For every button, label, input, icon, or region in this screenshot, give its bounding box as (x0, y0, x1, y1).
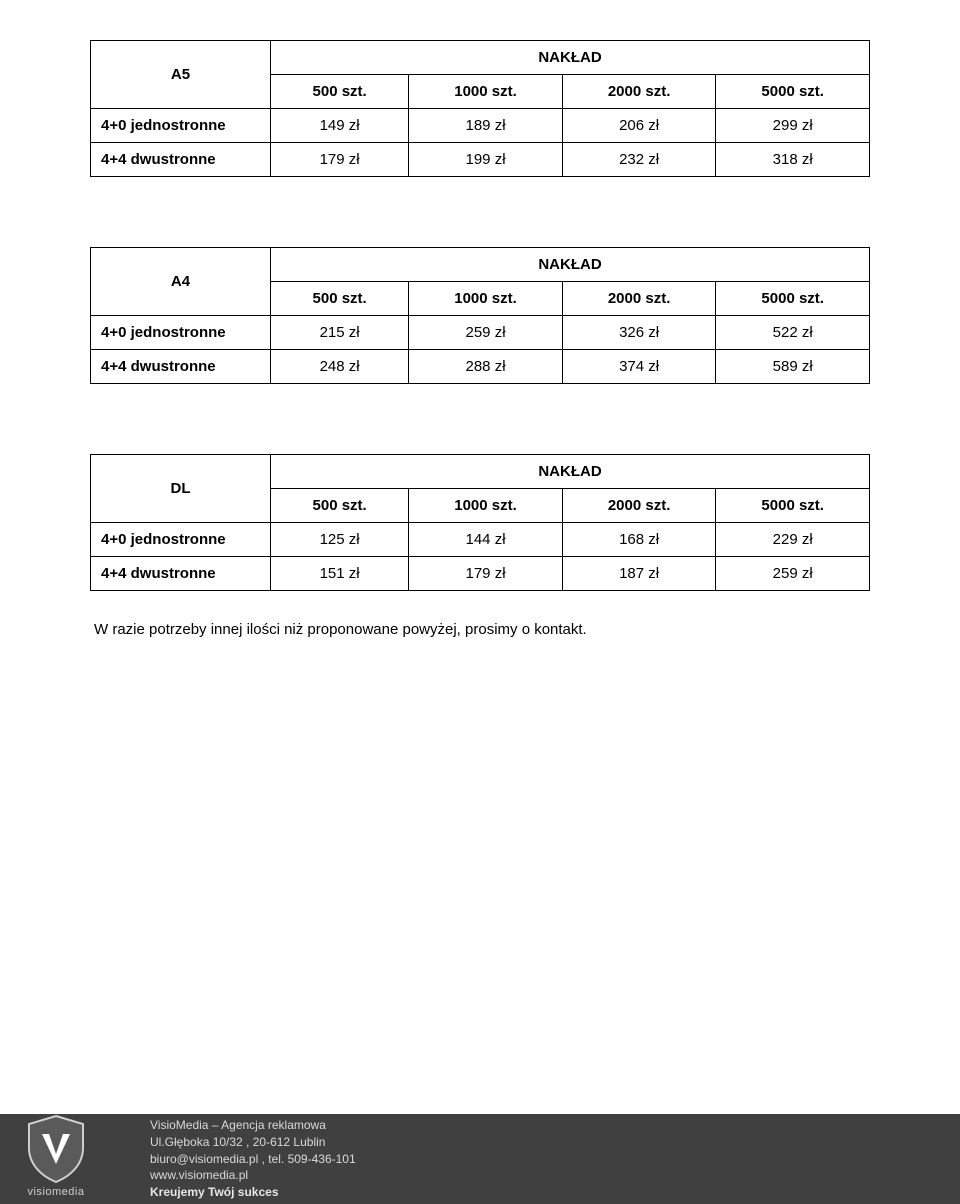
page-content: A5 NAKŁAD 500 szt. 1000 szt. 2000 szt. 5… (0, 0, 960, 638)
table-row: 4+0 jednostronne 125 zł 144 zł 168 zł 22… (91, 523, 870, 557)
cell-value: 206 zł (562, 109, 716, 143)
cell-value: 215 zł (271, 316, 409, 350)
footer-slogan: Kreujemy Twój sukces (150, 1184, 356, 1201)
cell-value: 168 zł (562, 523, 716, 557)
footer-info: VisioMedia – Agencja reklamowa Ul.Głębok… (150, 1117, 356, 1201)
cell-value: 326 zł (562, 316, 716, 350)
cell-value: 589 zł (716, 350, 870, 384)
page-footer: visiomedia VisioMedia – Agencja reklamow… (0, 1114, 960, 1204)
cell-value: 374 zł (562, 350, 716, 384)
naklad-header: NAKŁAD (271, 41, 870, 75)
table-title: A4 (91, 248, 271, 316)
cell-value: 259 zł (716, 557, 870, 591)
row-label: 4+0 jednostronne (91, 523, 271, 557)
col-header: 500 szt. (271, 75, 409, 109)
table-row: 4+4 dwustronne 151 zł 179 zł 187 zł 259 … (91, 557, 870, 591)
cell-value: 299 zł (716, 109, 870, 143)
table-row: 4+4 dwustronne 179 zł 199 zł 232 zł 318 … (91, 143, 870, 177)
logo-wrap: visiomedia (25, 1114, 87, 1198)
footer-address: Ul.Głęboka 10/32 , 20-612 Lublin (150, 1134, 356, 1151)
row-label: 4+4 dwustronne (91, 557, 271, 591)
cell-value: 144 zł (409, 523, 563, 557)
cell-value: 229 zł (716, 523, 870, 557)
cell-value: 522 zł (716, 316, 870, 350)
cell-value: 189 zł (409, 109, 563, 143)
logo-text: visiomedia (28, 1186, 85, 1198)
logo-shield-icon (25, 1114, 87, 1184)
col-header: 1000 szt. (409, 75, 563, 109)
naklad-header: NAKŁAD (271, 248, 870, 282)
row-label: 4+0 jednostronne (91, 316, 271, 350)
cell-value: 187 zł (562, 557, 716, 591)
pricing-table-dl: DL NAKŁAD 500 szt. 1000 szt. 2000 szt. 5… (90, 454, 870, 591)
footer-contact: biuro@visiomedia.pl , tel. 509-436-101 (150, 1151, 356, 1168)
cell-value: 199 zł (409, 143, 563, 177)
row-label: 4+4 dwustronne (91, 350, 271, 384)
col-header: 2000 szt. (562, 75, 716, 109)
table-row: 4+0 jednostronne 215 zł 259 zł 326 zł 52… (91, 316, 870, 350)
table-row: 4+0 jednostronne 149 zł 189 zł 206 zł 29… (91, 109, 870, 143)
cell-value: 232 zł (562, 143, 716, 177)
col-header: 5000 szt. (716, 75, 870, 109)
pricing-table-a4: A4 NAKŁAD 500 szt. 1000 szt. 2000 szt. 5… (90, 247, 870, 384)
cell-value: 151 zł (271, 557, 409, 591)
footer-web: www.visiomedia.pl (150, 1167, 356, 1184)
col-header: 5000 szt. (716, 282, 870, 316)
row-label: 4+4 dwustronne (91, 143, 271, 177)
cell-value: 179 zł (271, 143, 409, 177)
cell-value: 259 zł (409, 316, 563, 350)
col-header: 2000 szt. (562, 282, 716, 316)
col-header: 1000 szt. (409, 282, 563, 316)
col-header: 1000 szt. (409, 489, 563, 523)
naklad-header: NAKŁAD (271, 455, 870, 489)
col-header: 5000 szt. (716, 489, 870, 523)
cell-value: 179 zł (409, 557, 563, 591)
table-title: DL (91, 455, 271, 523)
col-header: 2000 szt. (562, 489, 716, 523)
cell-value: 318 zł (716, 143, 870, 177)
table-row: 4+4 dwustronne 248 zł 288 zł 374 zł 589 … (91, 350, 870, 384)
note-text: W razie potrzeby innej ilości niż propon… (94, 621, 870, 638)
cell-value: 149 zł (271, 109, 409, 143)
col-header: 500 szt. (271, 282, 409, 316)
cell-value: 125 zł (271, 523, 409, 557)
col-header: 500 szt. (271, 489, 409, 523)
cell-value: 288 zł (409, 350, 563, 384)
footer-company: VisioMedia – Agencja reklamowa (150, 1117, 356, 1134)
pricing-table-a5: A5 NAKŁAD 500 szt. 1000 szt. 2000 szt. 5… (90, 40, 870, 177)
cell-value: 248 zł (271, 350, 409, 384)
table-title: A5 (91, 41, 271, 109)
row-label: 4+0 jednostronne (91, 109, 271, 143)
